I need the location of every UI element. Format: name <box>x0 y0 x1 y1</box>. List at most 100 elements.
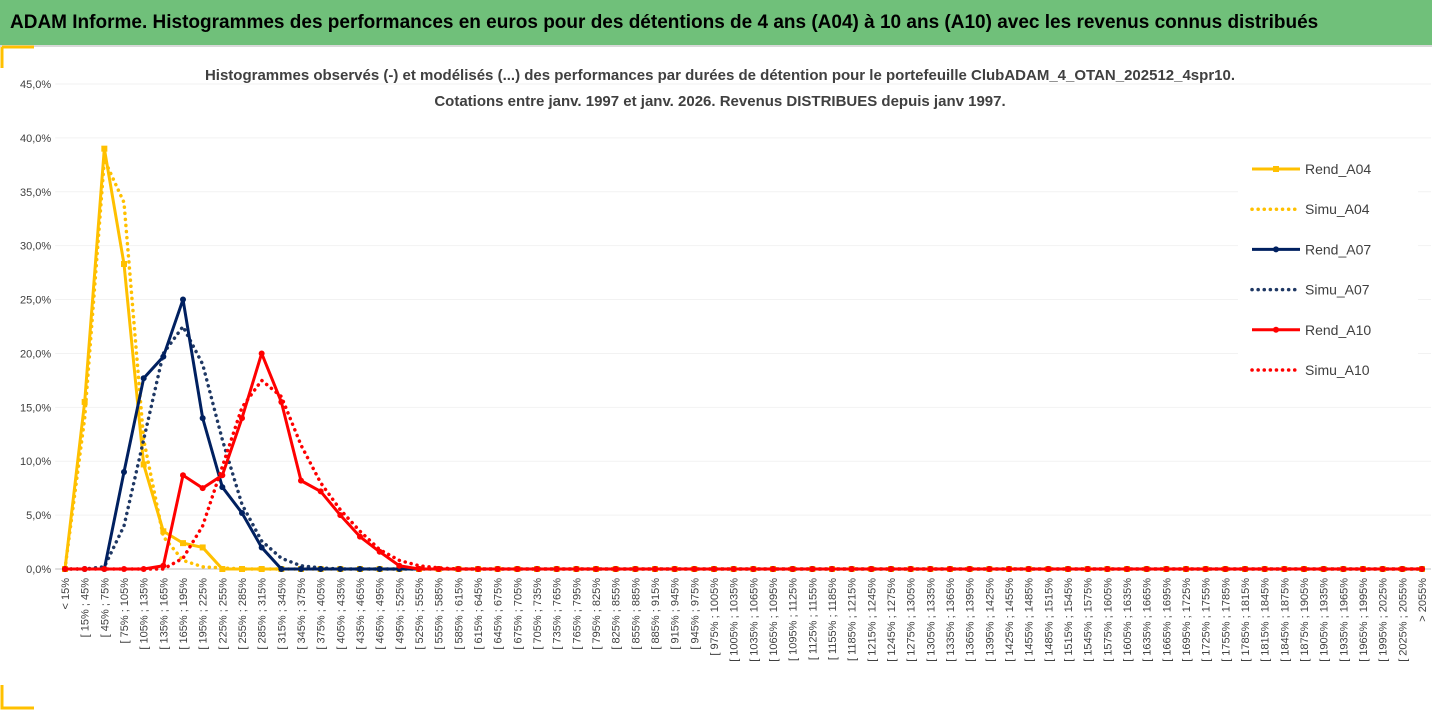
point-marker <box>258 544 265 551</box>
x-tick-label: [ 15% ; 45% <box>80 578 92 638</box>
x-tick-label: [ 735% ; 765% <box>552 578 564 650</box>
point-marker <box>494 566 501 572</box>
series-line <box>63 147 1422 571</box>
point-marker <box>652 566 658 572</box>
point-marker <box>121 260 127 267</box>
x-tick-label: [ 825% ; 855% <box>611 578 623 650</box>
point-marker <box>809 566 816 572</box>
point-marker <box>435 566 442 572</box>
x-tick-label: [ 435% ; 465% <box>355 578 367 650</box>
x-tick-label: [ 1665% ; 1695% <box>1161 578 1173 662</box>
x-tick-label: [ 1725% ; 1755% <box>1201 578 1213 662</box>
point-marker <box>160 528 167 535</box>
point-marker <box>1360 566 1366 572</box>
x-tick-label: [ 855% ; 885% <box>630 578 642 650</box>
x-tick-label: [ 1995% ; 2025% <box>1378 578 1390 662</box>
point-marker <box>1301 566 1307 572</box>
series-line <box>63 324 1424 571</box>
point-marker <box>101 145 108 152</box>
y-tick-label: 45,0% <box>20 79 51 91</box>
y-tick-label: 20,0% <box>20 348 51 360</box>
point-marker <box>140 566 147 572</box>
x-tick-label: [ 1905% ; 1935% <box>1319 578 1331 662</box>
legend-label: Simu_A10 <box>1305 362 1370 378</box>
point-marker <box>455 566 462 572</box>
y-tick-label: 30,0% <box>20 241 51 253</box>
point-marker <box>258 566 265 572</box>
point-marker <box>81 566 88 572</box>
point-marker <box>789 566 796 572</box>
point-marker <box>219 484 226 491</box>
point-marker <box>1084 566 1091 572</box>
x-tick-label: [ 1245% ; 1275% <box>886 578 898 662</box>
point-marker <box>180 296 186 303</box>
x-tick-label: [ 525% ; 555% <box>414 578 426 650</box>
point-marker <box>140 375 147 382</box>
x-tick-label: [ 1215% ; 1245% <box>866 578 878 662</box>
point-marker <box>219 566 226 572</box>
point-marker <box>1242 566 1248 572</box>
point-marker <box>298 566 304 572</box>
legend-label: Rend_A07 <box>1305 241 1371 257</box>
point-marker <box>160 353 167 360</box>
point-marker <box>81 398 88 405</box>
point-marker <box>514 566 521 572</box>
x-tick-label: > 2055% <box>1417 578 1429 622</box>
point-marker <box>888 566 894 572</box>
point-marker <box>1261 566 1268 572</box>
x-tick-label: [ 1575% ; 1605% <box>1102 578 1114 662</box>
chart-title: Histogrammes observés (-) et modélisés (… <box>205 67 1235 84</box>
point-marker <box>357 566 363 572</box>
point-marker <box>1025 566 1032 572</box>
x-tick-label: [ 135% ; 165% <box>158 578 170 650</box>
x-tick-label: [ 885% ; 915% <box>650 578 662 650</box>
point-marker <box>258 350 265 357</box>
series-line <box>63 378 1424 571</box>
x-tick-label: [ 645% ; 675% <box>493 578 505 650</box>
x-tick-label: [ 795% ; 825% <box>591 578 603 650</box>
series-line <box>65 351 1422 571</box>
point-marker <box>376 548 383 555</box>
legend-label: Simu_A04 <box>1305 201 1370 217</box>
x-tick-label: [ 1755% ; 1785% <box>1220 578 1232 662</box>
point-marker <box>278 398 285 405</box>
point-marker <box>180 540 186 547</box>
x-tick-label: [ 1845% ; 1875% <box>1279 578 1291 662</box>
point-marker <box>475 566 481 572</box>
x-tick-label: [ 1935% ; 1965% <box>1338 578 1350 662</box>
x-tick-label: [ 1335% ; 1365% <box>945 578 957 662</box>
legend-marker <box>1273 166 1279 172</box>
point-marker <box>612 566 619 572</box>
point-marker <box>1006 566 1012 572</box>
point-marker <box>239 566 245 572</box>
x-tick-label: [ 1275% ; 1305% <box>906 578 918 662</box>
x-tick-label: [ 45% ; 75% <box>99 578 111 638</box>
point-marker <box>1340 566 1347 572</box>
x-tick-label: [ 945% ; 975% <box>689 578 701 650</box>
x-tick-label: [ 405% ; 435% <box>335 578 347 650</box>
point-marker <box>101 566 108 572</box>
x-tick-label: [ 1095% ; 1125% <box>788 578 800 661</box>
x-tick-label: [ 1635% ; 1665% <box>1142 578 1154 662</box>
x-tick-label: [ 1785% ; 1815% <box>1240 578 1252 662</box>
point-marker <box>671 566 678 572</box>
point-marker <box>947 566 953 572</box>
chart-subtitle: Cotations entre janv. 1997 et janv. 2026… <box>434 93 1005 110</box>
x-tick-label: [ 675% ; 705% <box>512 578 524 650</box>
x-tick-label: [ 1125% ; 1155% <box>807 578 819 660</box>
x-tick-label: [ 555% ; 585% <box>434 578 446 650</box>
header-title: ADAM Informe. Histogrammes des performan… <box>10 12 1318 33</box>
point-marker <box>1222 566 1229 572</box>
point-marker <box>1104 566 1111 572</box>
legend-label: Rend_A04 <box>1305 161 1371 177</box>
x-tick-label: [ 1185% ; 1215% <box>847 578 859 661</box>
point-marker <box>1202 566 1209 572</box>
point-marker <box>573 566 580 572</box>
point-marker <box>140 461 147 468</box>
point-marker <box>239 509 245 516</box>
point-marker <box>907 566 914 572</box>
x-tick-label: [ 705% ; 735% <box>532 578 544 650</box>
point-marker <box>317 566 324 572</box>
x-tick-label: [ 1515% ; 1545% <box>1063 578 1075 662</box>
x-tick-label: [ 1155% ; 1185% <box>827 578 839 660</box>
